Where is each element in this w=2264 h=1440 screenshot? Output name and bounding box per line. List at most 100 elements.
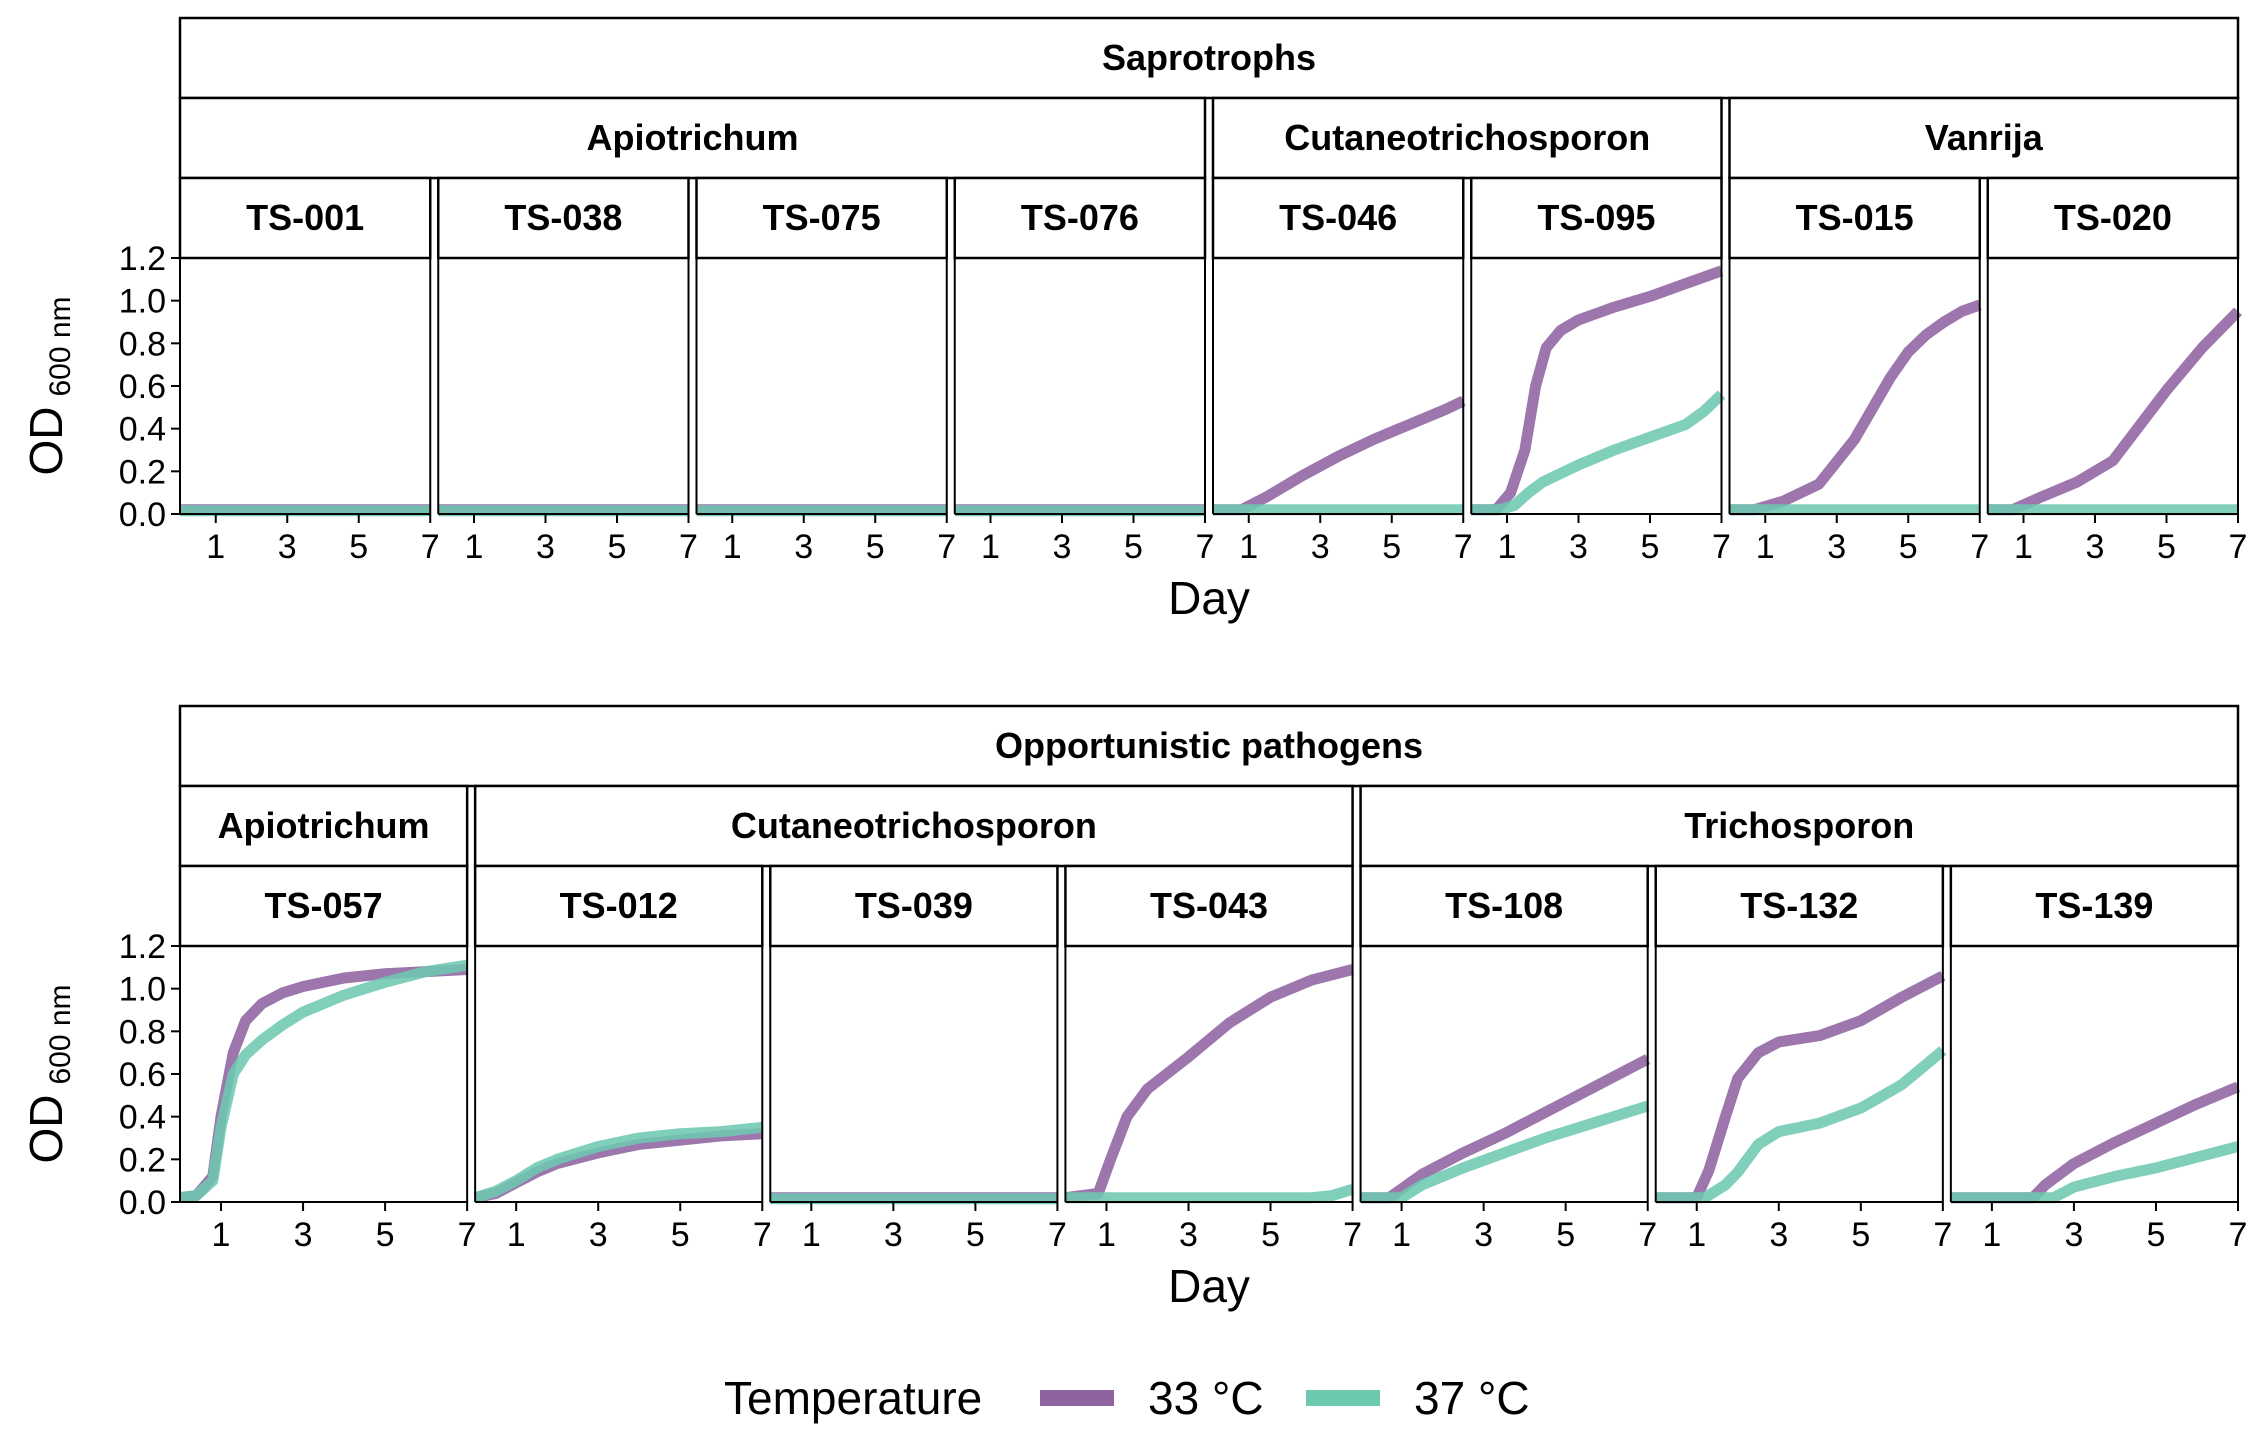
x-tick-label: 5 bbox=[1641, 528, 1660, 566]
strain-strip bbox=[178, 864, 469, 948]
strain-strip bbox=[1986, 176, 2240, 260]
genus-strip-label: Trichosporon bbox=[1684, 805, 1914, 846]
series-line-33-c bbox=[1471, 265, 1724, 516]
chart-block-opportunistic-pathogens: Opportunistic pathogens Apiotrichum Cutane… bbox=[20, 704, 2247, 1312]
strain-strip-label: TS-108 bbox=[1445, 885, 1563, 926]
strain-strip bbox=[1359, 864, 1649, 948]
panel-ts-076: TS-076 1 3 5 7 bbox=[953, 176, 1215, 566]
strain-strip bbox=[437, 176, 690, 260]
panel-ts-001: TS-001 1 3 5 7 bbox=[178, 176, 440, 566]
x-tick-label: 7 bbox=[2229, 528, 2248, 566]
x-tick-label: 7 bbox=[458, 1216, 477, 1254]
x-tick-label: 3 bbox=[2064, 1216, 2083, 1254]
series-line-37-c bbox=[179, 959, 468, 1204]
legend-label-37c: 37 °C bbox=[1414, 1372, 1530, 1424]
y-axis-title: OD 600 nm bbox=[20, 296, 77, 475]
x-axis-title: Day bbox=[1168, 1260, 1250, 1312]
strain-strip-label: TS-012 bbox=[560, 885, 678, 926]
series-line-33-c bbox=[1064, 964, 1354, 1204]
genus-strip-label: Cutaneotrichosporon bbox=[1284, 117, 1650, 158]
y-tick-label: 0.8 bbox=[119, 1013, 166, 1051]
x-tick-label: 3 bbox=[1827, 528, 1846, 566]
y-axis-title-subscript: 600 nm bbox=[44, 296, 77, 396]
x-tick-label: 3 bbox=[1053, 528, 1072, 566]
y-axis-title: OD 600 nm bbox=[20, 984, 77, 1163]
genus-strip-label: Vanrija bbox=[1925, 117, 2044, 158]
y-tick-label: 1.0 bbox=[119, 971, 166, 1009]
x-tick-label: 1 bbox=[212, 1216, 231, 1254]
x-tick-label: 5 bbox=[1899, 528, 1918, 566]
panel-ts-132: TS-132 1 3 5 7 bbox=[1654, 864, 1952, 1254]
x-tick-label: 1 bbox=[507, 1216, 526, 1254]
strain-strip-label: TS-039 bbox=[855, 885, 973, 926]
x-axis-title: Day bbox=[1168, 572, 1250, 624]
panel-ts-046: TS-046 1 3 5 7 bbox=[1211, 176, 1473, 566]
x-tick-label: 3 bbox=[589, 1216, 608, 1254]
y-tick-label: 0.8 bbox=[119, 325, 166, 363]
x-tick-label: 7 bbox=[1343, 1216, 1362, 1254]
panel-ts-075: TS-075 1 3 5 7 bbox=[695, 176, 956, 566]
panel-ts-139: TS-139 1 3 5 7 bbox=[1949, 864, 2247, 1254]
x-tick-label: 3 bbox=[536, 528, 555, 566]
x-tick-label: 1 bbox=[1097, 1216, 1116, 1254]
x-tick-label: 7 bbox=[1454, 528, 1473, 566]
strain-strip-label: TS-139 bbox=[2035, 885, 2153, 926]
genus-strip-apiotrichum bbox=[178, 784, 469, 868]
x-tick-label: 7 bbox=[1196, 528, 1215, 566]
x-tick-label: 1 bbox=[206, 528, 225, 566]
strain-strip-label: TS-001 bbox=[246, 197, 364, 238]
x-tick-label: 3 bbox=[884, 1216, 903, 1254]
series-line-37-c bbox=[473, 1121, 763, 1203]
x-tick-label: 1 bbox=[2014, 528, 2033, 566]
x-tick-label: 5 bbox=[608, 528, 627, 566]
y-tick-label: 0.0 bbox=[119, 1184, 166, 1222]
x-tick-label: 7 bbox=[1933, 1216, 1952, 1254]
x-tick-label: 1 bbox=[1498, 528, 1517, 566]
x-tick-label: 5 bbox=[1382, 528, 1401, 566]
x-tick-label: 1 bbox=[981, 528, 1000, 566]
panel-ts-038: TS-038 1 3 5 7 bbox=[437, 176, 698, 566]
x-tick-label: 7 bbox=[1712, 528, 1731, 566]
x-tick-label: 1 bbox=[1756, 528, 1775, 566]
x-tick-label: 7 bbox=[753, 1216, 772, 1254]
genus-strip-label: Apiotrichum bbox=[218, 805, 430, 846]
y-tick-label: 1.2 bbox=[119, 240, 166, 278]
panel-ts-108: TS-108 1 3 5 7 bbox=[1359, 864, 1657, 1254]
x-tick-label: 5 bbox=[2146, 1216, 2165, 1254]
series-line-33-c bbox=[1213, 395, 1466, 516]
x-tick-label: 3 bbox=[2086, 528, 2105, 566]
y-tick-label: 0.0 bbox=[119, 496, 166, 534]
group-strip bbox=[178, 16, 2240, 100]
x-tick-label: 7 bbox=[679, 528, 698, 566]
y-tick-label: 1.0 bbox=[119, 283, 166, 321]
strain-strip bbox=[1654, 864, 1945, 948]
x-tick-label: 3 bbox=[1569, 528, 1588, 566]
series-line-37-c bbox=[1950, 1141, 2240, 1204]
x-tick-label: 1 bbox=[465, 528, 484, 566]
panel-ts-020: TS-020 1 3 5 7 bbox=[1986, 176, 2248, 566]
y-tick-label: 0.6 bbox=[119, 1056, 166, 1094]
strain-strip-label: TS-020 bbox=[2054, 197, 2172, 238]
x-tick-label: 5 bbox=[1261, 1216, 1280, 1254]
strain-strip bbox=[769, 864, 1059, 948]
series-line-33-c bbox=[1655, 971, 1946, 1204]
y-axis-title-main: OD bbox=[20, 1095, 72, 1164]
x-tick-label: 1 bbox=[802, 1216, 821, 1254]
x-tick-label: 5 bbox=[866, 528, 885, 566]
x-tick-label: 3 bbox=[794, 528, 813, 566]
x-tick-label: 3 bbox=[1311, 528, 1330, 566]
series-line-33-c bbox=[1987, 307, 2242, 516]
series-line-37-c bbox=[1655, 1046, 1947, 1204]
x-tick-label: 5 bbox=[1556, 1216, 1575, 1254]
genus-strip-label: Cutaneotrichosporon bbox=[731, 805, 1097, 846]
panel-ts-012: TS-012 1 3 5 7 bbox=[473, 864, 772, 1254]
y-tick-label: 1.2 bbox=[119, 928, 166, 966]
x-tick-label: 7 bbox=[1048, 1216, 1067, 1254]
x-tick-label: 3 bbox=[1769, 1216, 1788, 1254]
series-line-37-c bbox=[1065, 1183, 1355, 1204]
chart-block-saprotrophs: Saprotrophs Apiotrichum Cutaneotrichosporo… bbox=[20, 16, 2248, 624]
x-tick-label: 3 bbox=[1474, 1216, 1493, 1254]
strain-strip bbox=[1470, 176, 1723, 260]
group-strip bbox=[178, 704, 2240, 788]
